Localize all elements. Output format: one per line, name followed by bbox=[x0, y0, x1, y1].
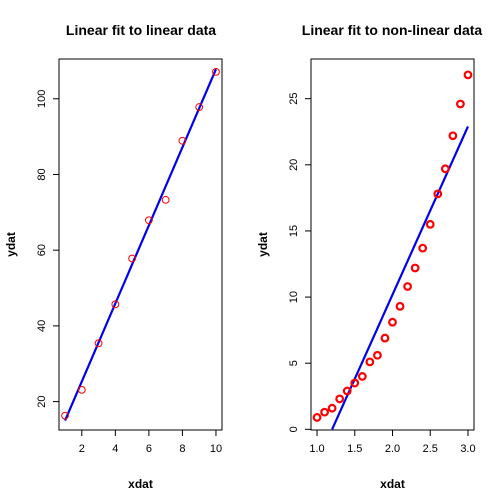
x-tick-label: 2.5 bbox=[423, 443, 438, 455]
data-point bbox=[463, 70, 473, 80]
chart-title: Linear fit to linear data bbox=[66, 22, 216, 38]
data-point bbox=[61, 411, 69, 420]
data-point bbox=[161, 195, 170, 204]
data-point bbox=[350, 378, 360, 388]
plot-frame bbox=[310, 58, 475, 431]
x-tick-label: 8 bbox=[179, 443, 185, 455]
data-point bbox=[195, 103, 204, 111]
data-point bbox=[327, 403, 337, 413]
data-point bbox=[342, 386, 352, 396]
x-tick-label: 2 bbox=[79, 443, 85, 455]
y-tick-label: 20 bbox=[288, 159, 300, 171]
data-point bbox=[448, 131, 458, 141]
data-point bbox=[111, 300, 120, 309]
y-tick-label: 20 bbox=[36, 395, 48, 407]
x-tick-label: 1.5 bbox=[347, 443, 362, 455]
x-tick-label: 3.0 bbox=[460, 443, 475, 455]
y-tick-label: 25 bbox=[288, 93, 300, 105]
data-point bbox=[128, 254, 137, 263]
x-tick-label: 6 bbox=[146, 443, 152, 455]
x-tick-label: 1.0 bbox=[309, 443, 324, 455]
data-point bbox=[144, 216, 153, 225]
data-point bbox=[410, 263, 420, 273]
chart-panel-1: Linear fit to linear data 2 4 6 8 10 20 40 60 80 1… bbox=[4, 22, 223, 491]
data-point bbox=[178, 136, 187, 145]
data-point bbox=[456, 99, 465, 109]
y-tick-label: 10 bbox=[288, 291, 300, 303]
data-point bbox=[320, 407, 329, 417]
y-tick-label: 40 bbox=[36, 320, 48, 332]
data-point bbox=[395, 301, 405, 311]
data-point bbox=[425, 219, 435, 229]
data-point bbox=[365, 357, 375, 367]
x-axis-label: xdat bbox=[128, 477, 153, 491]
x-tick-label: 10 bbox=[210, 443, 222, 455]
data-point bbox=[388, 317, 397, 327]
data-point bbox=[94, 339, 103, 348]
data-point bbox=[403, 282, 412, 291]
data-point bbox=[418, 243, 428, 253]
y-tick-label: 60 bbox=[36, 244, 48, 256]
data-point bbox=[357, 372, 367, 381]
y-axis-label: ydat bbox=[4, 232, 18, 257]
data-point bbox=[380, 333, 390, 343]
data-point bbox=[433, 189, 443, 199]
data-point bbox=[373, 350, 382, 360]
x-tick-label: 2.0 bbox=[385, 443, 400, 455]
y-axis-label: ydat bbox=[256, 232, 270, 257]
data-point bbox=[440, 164, 450, 174]
y-tick-label: 80 bbox=[36, 168, 48, 180]
y-tick-label: 5 bbox=[288, 360, 300, 366]
data-point bbox=[335, 394, 345, 404]
data-point bbox=[212, 67, 220, 76]
y-tick-label: 100 bbox=[36, 90, 48, 108]
x-axis-label: xdat bbox=[380, 477, 405, 491]
data-point bbox=[77, 385, 86, 394]
y-tick-label: 0 bbox=[288, 426, 300, 432]
y-tick-label: 15 bbox=[288, 225, 300, 237]
data-point bbox=[312, 413, 322, 422]
fit-line bbox=[64, 68, 217, 421]
chart-panel-2: Linear fit to non-linear data 1.0 1.5 2.0 2.… bbox=[256, 22, 482, 491]
chart-title: Linear fit to non-linear data bbox=[302, 22, 483, 38]
x-tick-label: 4 bbox=[112, 443, 118, 455]
